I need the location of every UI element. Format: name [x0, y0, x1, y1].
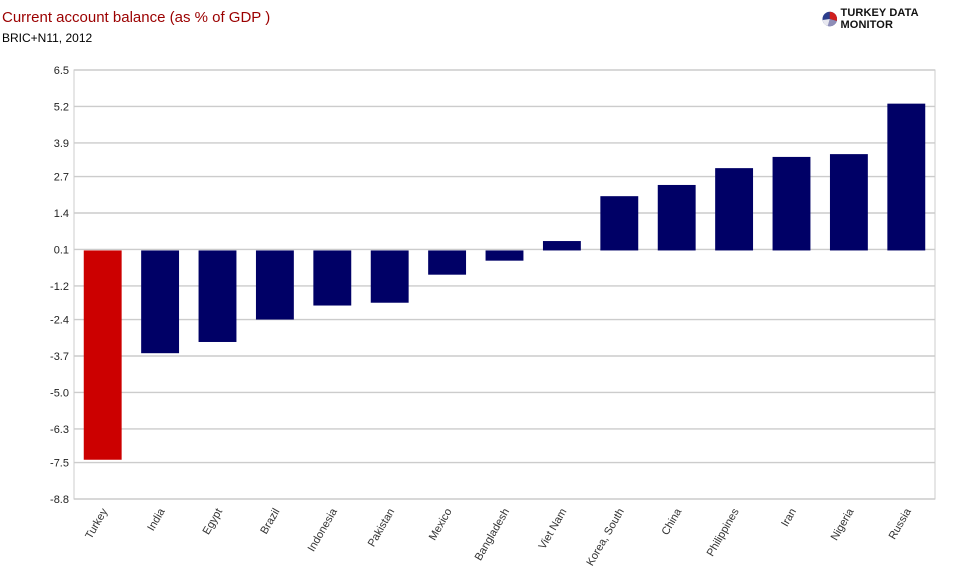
- x-tick-label: China: [660, 506, 685, 538]
- chart-subtitle: BRIC+N11, 2012: [2, 31, 93, 45]
- x-tick-label: Brazil: [258, 507, 282, 537]
- x-tick-label: Korea, South: [584, 507, 627, 569]
- x-tick-label: Bangladesh: [473, 507, 512, 563]
- y-tick-label: -5.0: [50, 387, 69, 399]
- x-tick-label: Turkey: [83, 506, 110, 541]
- y-tick-label: 3.9: [54, 138, 69, 150]
- bar-egypt: [198, 250, 237, 342]
- brand-logo: TURKEY DATA MONITOR: [822, 7, 970, 31]
- y-tick-label: 2.7: [54, 172, 69, 184]
- bar-pakistan: [370, 250, 409, 303]
- y-tick-label: 0.1: [54, 244, 69, 256]
- bar-korea-south: [600, 196, 639, 251]
- x-tick-label: Philippines: [705, 506, 742, 559]
- bar-india: [141, 250, 180, 354]
- bar-philippines: [715, 168, 754, 251]
- bar-viet-nam: [542, 241, 581, 251]
- bar-mexico: [428, 250, 467, 275]
- x-tick-label: Iran: [779, 507, 799, 529]
- y-tick-label: -3.7: [50, 351, 69, 363]
- bar-bangladesh: [485, 250, 524, 261]
- y-tick-label: -1.2: [50, 281, 69, 293]
- x-tick-label: Mexico: [427, 507, 455, 543]
- pie-globe-icon: [822, 11, 838, 27]
- x-tick-label: Nigeria: [829, 506, 857, 543]
- brand-name: TURKEY DATA MONITOR: [840, 7, 919, 31]
- plot-border: [73, 69, 936, 500]
- y-tick-label: -6.3: [50, 424, 69, 436]
- bar-brazil: [255, 250, 294, 320]
- y-tick-label: -8.8: [50, 494, 69, 506]
- x-tick-label: Pakistan: [366, 507, 397, 550]
- bar-russia: [887, 103, 926, 251]
- x-tick-label: Russia: [887, 506, 915, 542]
- x-tick-label: Viet Nam: [537, 507, 570, 552]
- y-tick-label: -7.5: [50, 458, 69, 470]
- x-tick-label: India: [145, 506, 168, 533]
- bar-turkey: [83, 250, 122, 460]
- y-tick-label: 5.2: [54, 101, 69, 113]
- x-tick-label: Indonesia: [306, 506, 341, 554]
- y-tick-label: 1.4: [54, 208, 69, 220]
- x-tick-label: Egypt: [201, 507, 225, 537]
- chart-title: Current account balance (as % of GDP ): [2, 9, 271, 26]
- bar-iran: [772, 156, 811, 251]
- y-tick-label: 6.5: [54, 65, 69, 77]
- bar-china: [657, 184, 696, 251]
- bar-indonesia: [313, 250, 352, 306]
- y-tick-label: -2.4: [50, 315, 69, 327]
- bar-nigeria: [829, 154, 868, 251]
